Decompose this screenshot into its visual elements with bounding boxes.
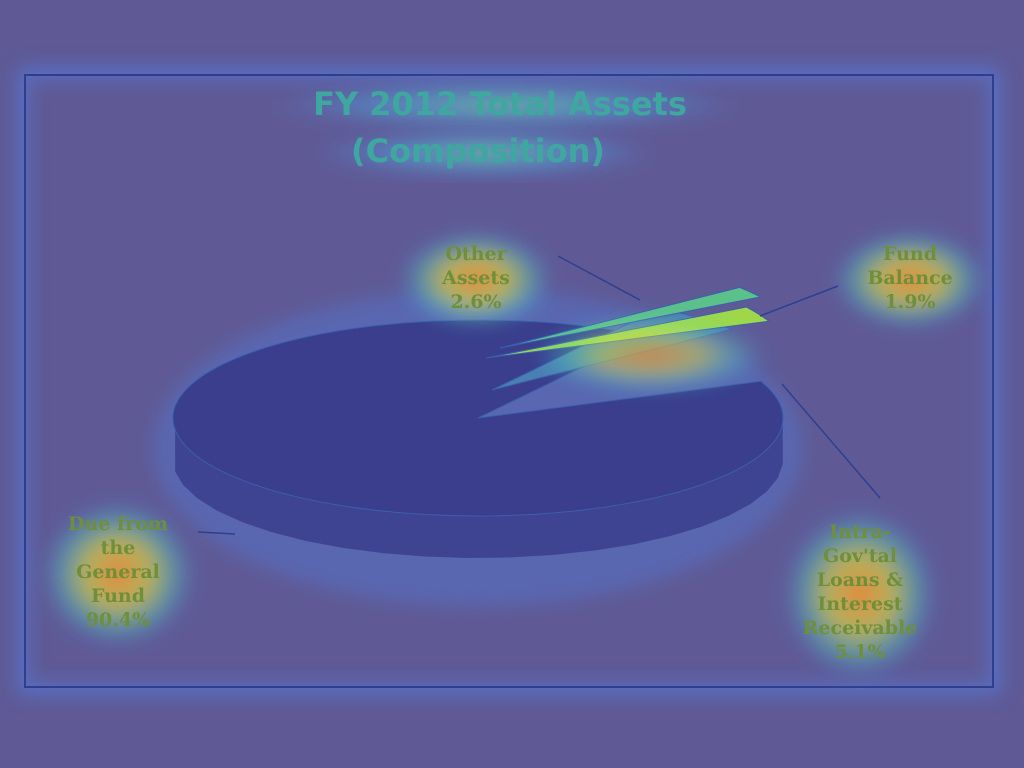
leader-line-3 xyxy=(557,255,641,301)
slice-label-line: the xyxy=(101,537,136,559)
slice-label-line: Due from xyxy=(68,513,168,535)
slice-label-line: Interest xyxy=(817,593,902,615)
slice-label-line: Other xyxy=(445,243,507,265)
slice-label-line: Intra- xyxy=(829,521,891,543)
slice-heat-glow xyxy=(530,315,770,395)
slice-label-line: Gov'tal xyxy=(823,545,897,567)
chart-title-line-1: FY 2012 Total Assets xyxy=(313,85,687,123)
slice-label-glow xyxy=(832,230,988,330)
pie-layer xyxy=(153,286,803,606)
leader-line-2 xyxy=(759,285,839,317)
slice-label-glow xyxy=(40,500,196,648)
slice-label-line: 2.6% xyxy=(450,291,501,313)
chart-frame xyxy=(24,74,994,688)
slice-label-line: 1.9% xyxy=(884,291,935,313)
chart-title: FY 2012 Total Assets (Composition) xyxy=(270,80,740,178)
slice-label-glow xyxy=(782,508,938,680)
label-layer: Due fromtheGeneralFund90.4%Intra-Gov'tal… xyxy=(40,230,988,680)
slice-label-line: Balance xyxy=(867,267,952,289)
slice-label-line: 90.4% xyxy=(86,609,150,631)
slice-label-line: Loans & xyxy=(817,569,904,591)
slice-label-line: General xyxy=(76,561,160,583)
pie-slice-0 xyxy=(172,319,784,558)
slice-label-line: Receivable xyxy=(803,617,918,639)
slice-label-glow xyxy=(398,230,554,330)
leader-line-1 xyxy=(781,383,881,499)
slice-label-line: Fund xyxy=(883,243,937,265)
chart-title-line-2: (Composition) xyxy=(351,132,605,170)
slice-label-line: 5.1% xyxy=(834,641,885,663)
slice-label-line: Assets xyxy=(441,267,510,289)
pie-slice-top xyxy=(172,319,784,517)
leader-line-0 xyxy=(197,531,236,535)
slice-label-line: Fund xyxy=(91,585,145,607)
pie-slice-side xyxy=(175,422,783,558)
